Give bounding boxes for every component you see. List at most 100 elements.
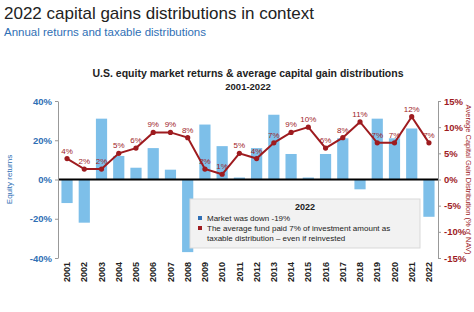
marker bbox=[426, 140, 431, 145]
tick-mark bbox=[438, 258, 441, 259]
tick-label: 15% bbox=[444, 96, 464, 107]
data-label: 9% bbox=[147, 120, 159, 129]
tick: 2022 bbox=[424, 262, 434, 282]
bar bbox=[337, 138, 348, 179]
tick-mark bbox=[55, 101, 58, 102]
tick-label: 2015 bbox=[303, 262, 313, 282]
tick: 2015 bbox=[303, 262, 313, 282]
bar bbox=[165, 170, 176, 180]
tick-label: 2020 bbox=[390, 262, 400, 282]
data-label: 6% bbox=[320, 136, 332, 145]
marker bbox=[323, 146, 328, 151]
marker bbox=[392, 140, 397, 145]
marker bbox=[409, 114, 414, 119]
tick: 2014 bbox=[286, 262, 296, 282]
tick-mark bbox=[55, 219, 58, 220]
data-label: 12% bbox=[404, 105, 420, 114]
zero-line bbox=[58, 179, 438, 181]
marker bbox=[116, 151, 121, 156]
tick: 2001 bbox=[62, 262, 72, 282]
data-label: 5% bbox=[234, 141, 246, 150]
tick-label: 2004 bbox=[114, 262, 124, 282]
tick: 10% bbox=[438, 122, 464, 133]
data-labels: 4%2%2%5%6%9%9%8%2%1%5%4%7%9%10%6%8%11%7%… bbox=[61, 105, 434, 172]
bar bbox=[389, 138, 400, 179]
tick: 0% bbox=[38, 174, 58, 185]
tick: 0% bbox=[438, 174, 458, 185]
axis-line bbox=[58, 102, 59, 259]
tick: 2019 bbox=[372, 262, 382, 282]
tick: -40% bbox=[30, 253, 58, 264]
tick-label: 2008 bbox=[183, 262, 193, 282]
annotation-item: Market was down -19% bbox=[207, 214, 290, 223]
tick: 2012 bbox=[252, 262, 262, 282]
marker bbox=[220, 172, 225, 177]
data-label: 4% bbox=[251, 147, 263, 156]
tick: 5% bbox=[438, 148, 458, 159]
tick: -20% bbox=[30, 213, 58, 224]
tick-mark bbox=[438, 232, 441, 233]
bar bbox=[217, 146, 228, 179]
tick: 2020 bbox=[390, 262, 400, 282]
tick-label: 2012 bbox=[252, 262, 262, 282]
data-label: 2% bbox=[96, 157, 108, 166]
tick: 40% bbox=[33, 96, 58, 107]
tick: 2017 bbox=[338, 262, 348, 282]
bar bbox=[130, 168, 141, 180]
tick-label: 0% bbox=[444, 174, 458, 185]
tick-label: 2010 bbox=[217, 262, 227, 282]
tick: 20% bbox=[33, 135, 58, 146]
tick: 2021 bbox=[407, 262, 417, 282]
tick-label: 0% bbox=[38, 174, 52, 185]
marker bbox=[375, 140, 380, 145]
tick-label: 5% bbox=[444, 148, 458, 159]
annotation-title: 2022 bbox=[295, 202, 315, 212]
bar bbox=[285, 154, 296, 180]
bar bbox=[96, 119, 107, 180]
tick: 2006 bbox=[148, 262, 158, 282]
marker bbox=[254, 156, 259, 161]
tick: 2004 bbox=[114, 262, 124, 282]
x-axis: 2001200220032004200520062007200820092010… bbox=[62, 262, 434, 282]
tick-label: 2006 bbox=[148, 262, 158, 282]
marker bbox=[306, 125, 311, 130]
bullet bbox=[198, 216, 202, 220]
marker bbox=[271, 140, 276, 145]
data-label: 9% bbox=[165, 120, 177, 129]
subtitle: 2001-2022 bbox=[225, 81, 270, 92]
annotation-item: The average fund paid 7% of investment a… bbox=[207, 224, 390, 243]
marker bbox=[168, 130, 173, 135]
marker bbox=[64, 156, 69, 161]
bar bbox=[320, 154, 331, 180]
tick-label: 2022 bbox=[424, 262, 434, 282]
data-label: 6% bbox=[130, 136, 142, 145]
tick: -15% bbox=[438, 253, 467, 264]
tick: 2002 bbox=[79, 262, 89, 282]
tick-label: 2002 bbox=[79, 262, 89, 282]
tick: -5% bbox=[438, 200, 461, 211]
title: U.S. equity market returns & average cap… bbox=[92, 67, 403, 79]
tick-label: 2007 bbox=[166, 262, 176, 282]
chart-root: 2022 capital gains distributions in cont… bbox=[0, 0, 474, 312]
data-label: 7% bbox=[371, 131, 383, 140]
bar bbox=[406, 128, 417, 179]
tick: 2008 bbox=[183, 262, 193, 282]
data-label: 7% bbox=[423, 131, 435, 140]
bar bbox=[423, 180, 434, 217]
marker bbox=[82, 166, 87, 171]
marker bbox=[151, 130, 156, 135]
bullet bbox=[198, 226, 202, 230]
plot-area bbox=[61, 114, 434, 252]
data-label: 1% bbox=[216, 162, 228, 171]
tick: 2005 bbox=[131, 262, 141, 282]
tick: 2007 bbox=[166, 262, 176, 282]
tick: 2011 bbox=[235, 262, 245, 282]
tick-label: 2021 bbox=[407, 262, 417, 282]
tick-mark bbox=[438, 206, 441, 207]
tick-label: -40% bbox=[30, 253, 53, 264]
header: 2022 capital gains distributions in cont… bbox=[4, 4, 314, 23]
tick-label: 40% bbox=[33, 96, 53, 107]
tick-label: 2009 bbox=[200, 262, 210, 282]
tick-label: 20% bbox=[33, 135, 53, 146]
tick-label: 2018 bbox=[355, 262, 365, 282]
